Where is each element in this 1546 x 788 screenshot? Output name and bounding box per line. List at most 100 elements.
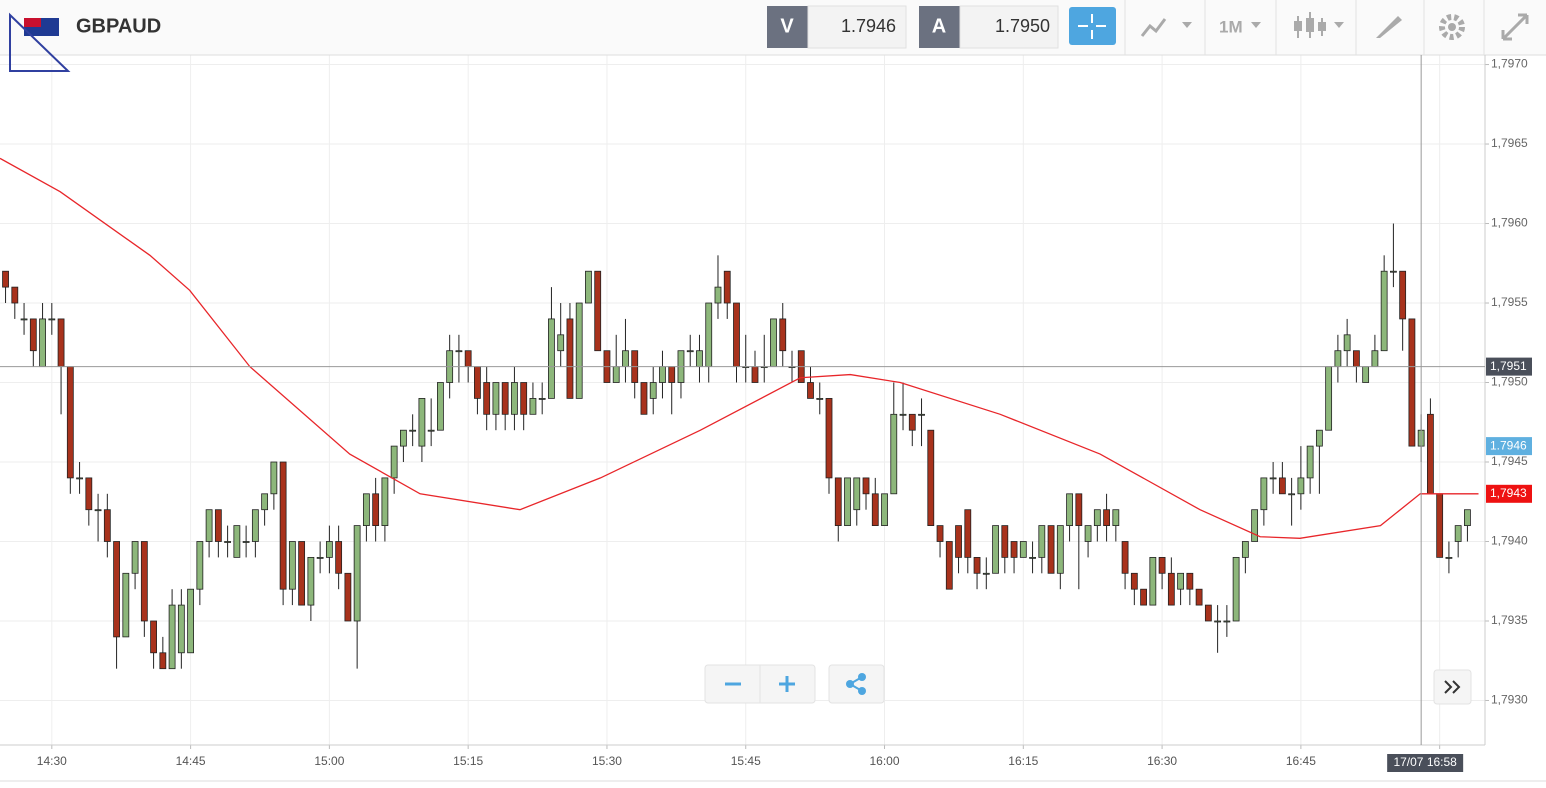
candle-body (85, 477, 93, 511)
candle-body (233, 525, 241, 558)
candle-body (1140, 588, 1147, 606)
candle-body (973, 556, 981, 574)
candle-body (1047, 525, 1055, 574)
y-tick-label: 1,7940 (1491, 534, 1528, 548)
candle-body (770, 318, 777, 368)
candle-body (1186, 572, 1194, 590)
candle-body (816, 398, 824, 400)
candle-body (122, 572, 130, 638)
candle-body (1288, 493, 1296, 496)
bid-button[interactable] (767, 6, 808, 48)
price-marker-label: 1,7951 (1490, 359, 1527, 373)
bid-label: V (780, 15, 794, 37)
overlay: 17/07 16:58 1,7951 1.7946 1,7943 (0, 55, 1532, 772)
candle-body (1038, 525, 1046, 558)
timeframe[interactable]: 1M (1219, 17, 1243, 36)
candle-body (131, 541, 139, 574)
scroll-end-button[interactable] (1433, 669, 1472, 705)
ask-button[interactable] (919, 6, 960, 48)
share-icon (846, 680, 854, 688)
y-tick-label: 1,7965 (1491, 136, 1528, 150)
candle-body (520, 382, 528, 415)
x-tick-label: 16:15 (1008, 754, 1038, 768)
candle-body (39, 318, 46, 368)
candle-body (853, 477, 861, 511)
candle-body (353, 525, 361, 622)
candle-body (159, 652, 167, 670)
candle-body (890, 413, 898, 495)
candle-body (566, 318, 574, 399)
candle-body (834, 477, 842, 526)
candle-icon-part (1318, 22, 1326, 31)
share-button[interactable] (828, 664, 885, 704)
candle-body (1362, 366, 1370, 383)
candle-body (622, 350, 629, 368)
chart-type-icon[interactable] (1140, 18, 1167, 37)
candle-body (168, 604, 176, 670)
price-marker-label: 1.7946 (1490, 438, 1527, 452)
candle-body (1223, 620, 1231, 623)
candle-body (751, 366, 759, 383)
candle-body (548, 318, 555, 399)
candle-body (1010, 541, 1018, 558)
candle-body (316, 556, 324, 559)
candle-body (955, 525, 962, 558)
grid: 1,7930 1,7935 1,7940 1,7945 1,7950 1,7955 1,79… (0, 55, 1528, 768)
candle-body (1177, 572, 1184, 590)
draw-icon[interactable] (1376, 16, 1402, 38)
candle-body (1269, 477, 1277, 480)
corner-marker (9, 12, 71, 72)
settings-icon[interactable] (1439, 14, 1465, 40)
candle-body (1214, 620, 1222, 623)
dropdown-arrow (1182, 22, 1192, 28)
candle-body (686, 350, 694, 353)
candle-body (1352, 350, 1360, 368)
share-icon (858, 687, 866, 695)
candle-body (437, 382, 444, 431)
candle-icon-part (1294, 21, 1302, 31)
candle-body (594, 270, 602, 352)
candle-body (492, 382, 500, 415)
candle-body (242, 541, 250, 543)
candle-body (649, 382, 657, 399)
candle-body (372, 493, 380, 526)
candle-body (1399, 270, 1407, 320)
candle-body (511, 382, 518, 415)
candle-body (381, 477, 389, 526)
candle-body (427, 429, 435, 432)
fullscreen-icon[interactable] (1501, 13, 1529, 41)
zoom-in[interactable] (779, 676, 795, 692)
crosshair-time-box (1387, 754, 1464, 772)
candle-body (585, 270, 592, 304)
candle-body (668, 366, 676, 383)
candle-body (714, 286, 722, 304)
candle-body (464, 350, 472, 368)
candle-body (1390, 270, 1397, 273)
symbol: GBPAUD (76, 15, 161, 37)
candle-body (1241, 541, 1249, 558)
candle-body (1195, 588, 1203, 606)
candle-body (279, 461, 287, 590)
x-tick-label: 14:30 (37, 754, 67, 768)
candle-body (557, 334, 565, 352)
candle-body (307, 556, 315, 606)
candle-body (825, 398, 833, 479)
crosshair-button[interactable] (1069, 7, 1116, 45)
candle-body (94, 509, 102, 512)
candle-body (1260, 477, 1268, 511)
candle-body (881, 493, 888, 526)
candle-body (1343, 334, 1351, 352)
candle-body (1232, 556, 1240, 622)
candle-body (964, 509, 972, 558)
candle-body (325, 541, 333, 558)
candle-body (1204, 604, 1212, 622)
bid-value: 1.7946 (841, 16, 896, 36)
candle-body (187, 588, 194, 654)
candle-body (1112, 509, 1120, 526)
candle-body (927, 429, 935, 526)
x-tick-label: 16:30 (1147, 754, 1177, 768)
share-icon (858, 673, 866, 681)
candle-body (1066, 493, 1073, 526)
candle-body (474, 366, 481, 399)
candle-body (529, 398, 537, 415)
